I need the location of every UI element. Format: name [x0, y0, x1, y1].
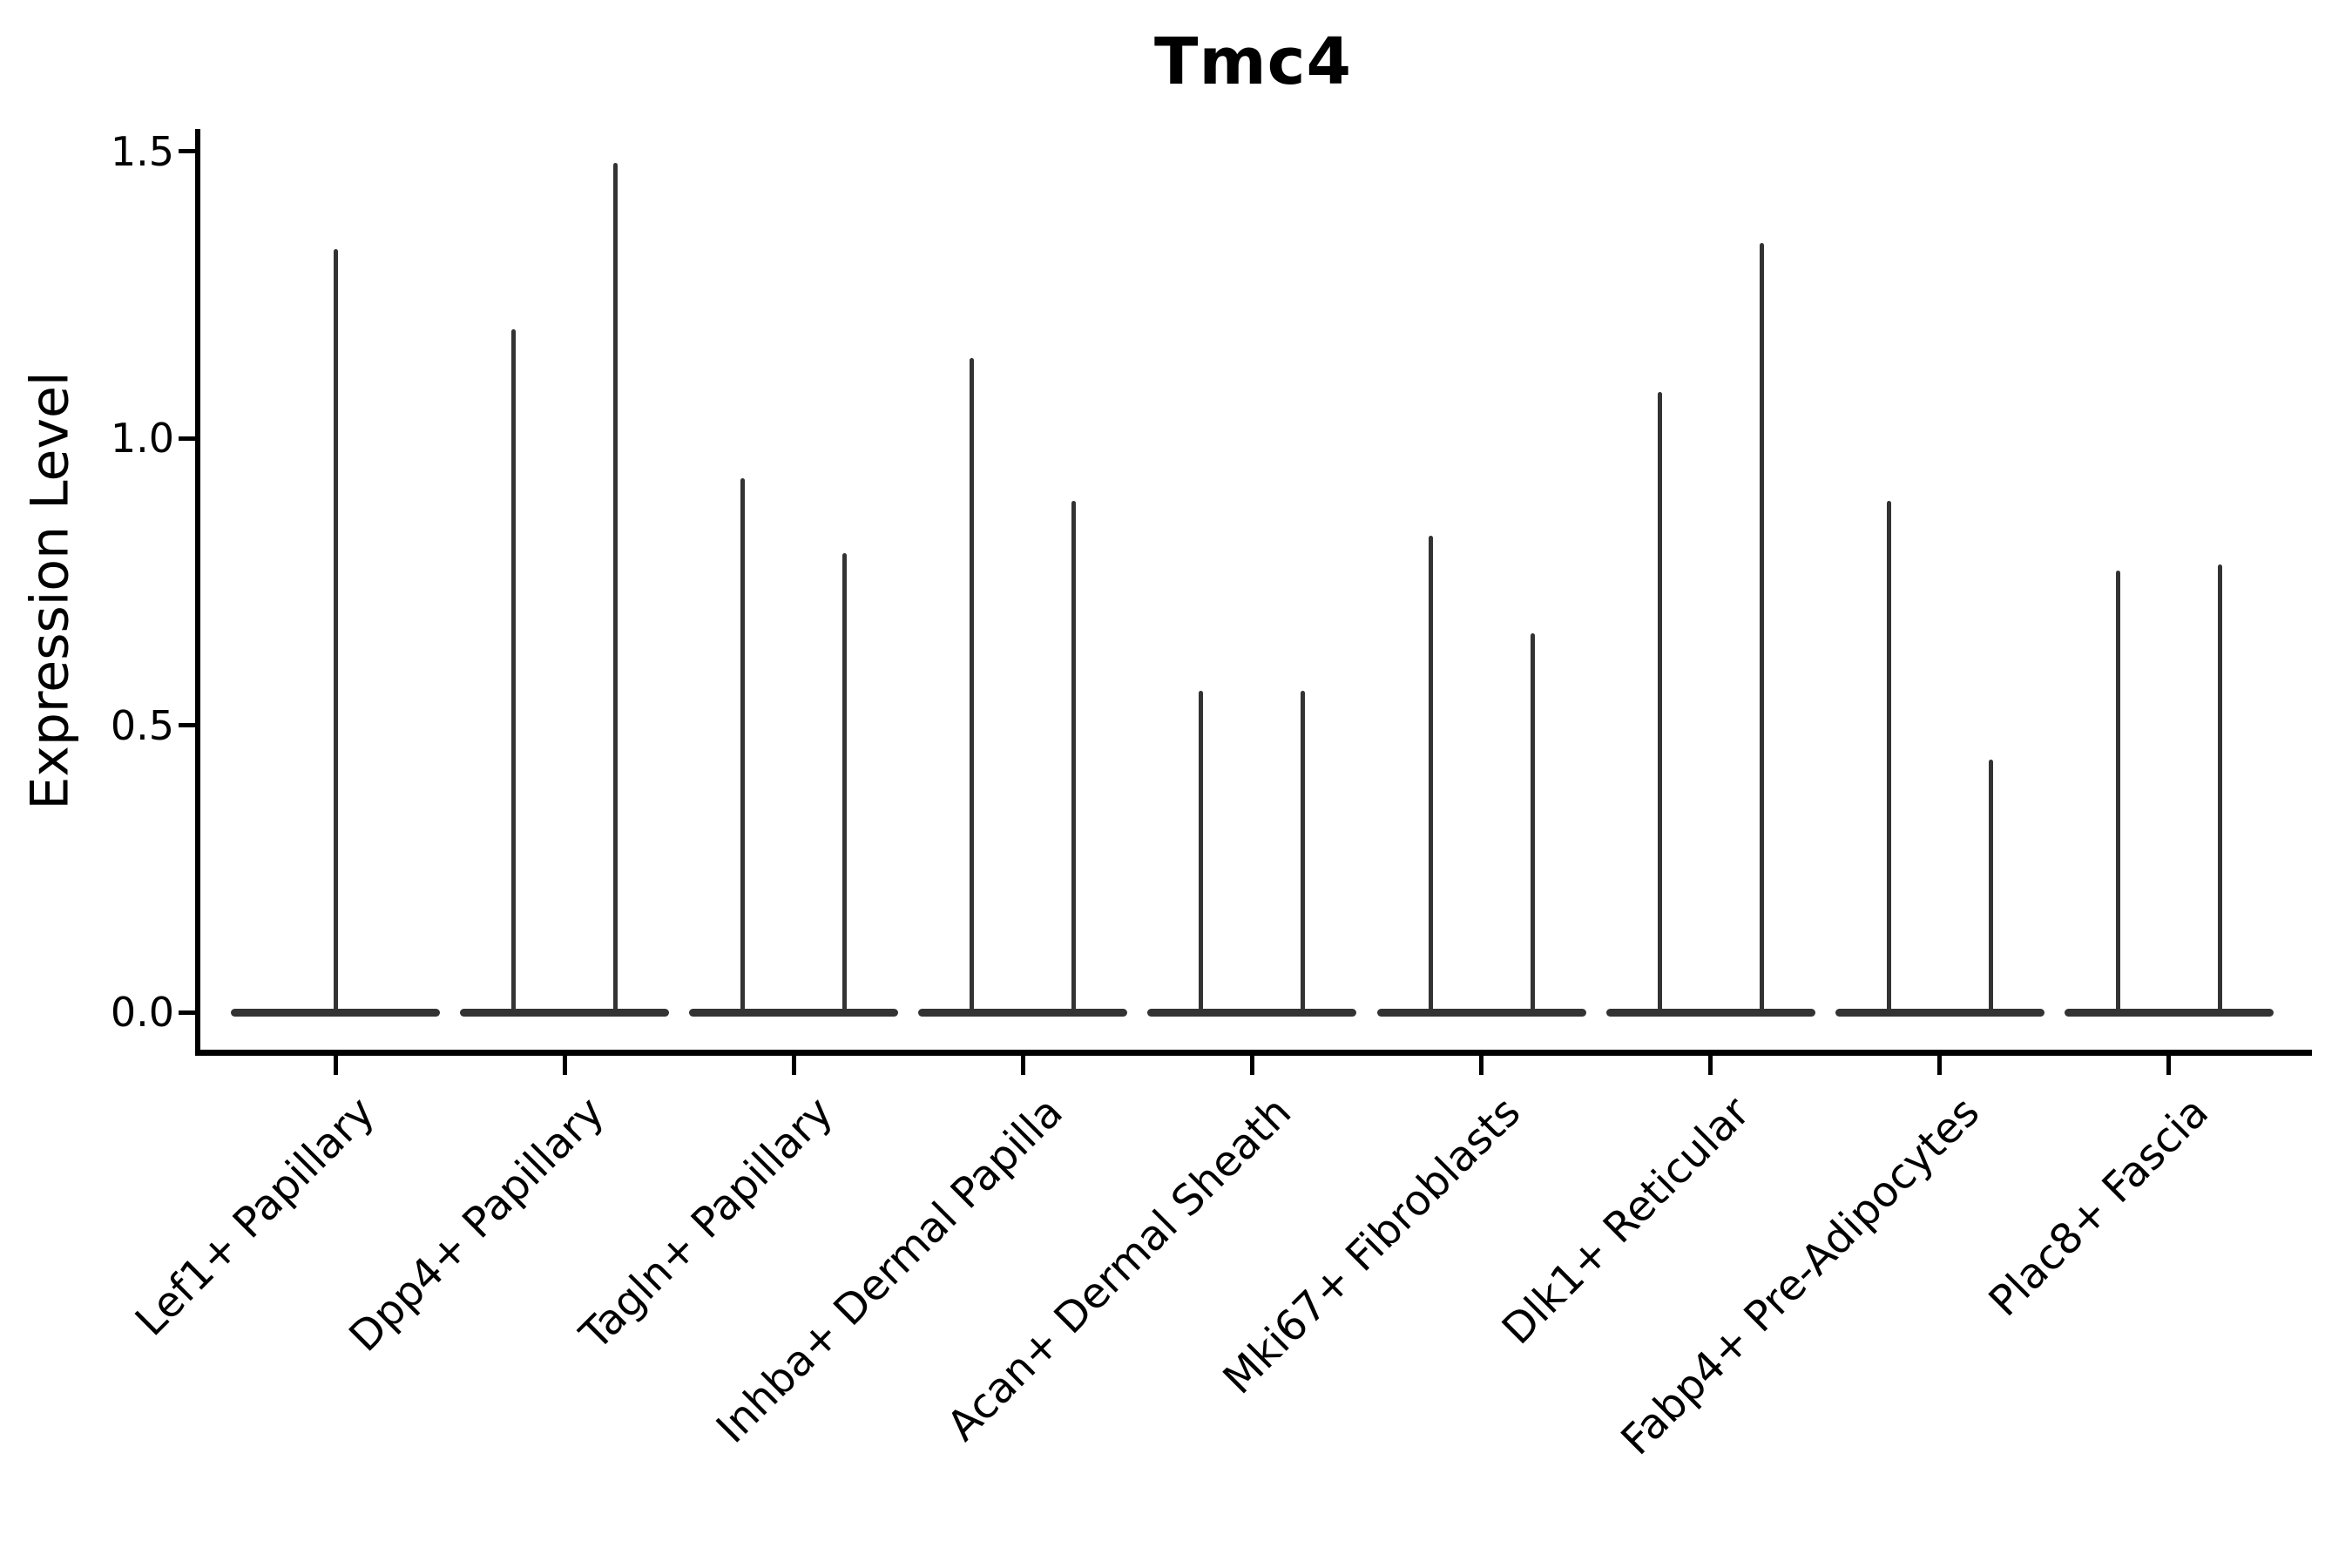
x-tick-label: Plac8+ Fascia: [1979, 1087, 2218, 1327]
violin-spike: [1071, 501, 1077, 1012]
violin-spike: [740, 478, 746, 1012]
violin-spike: [970, 357, 975, 1012]
y-tick: [179, 149, 196, 153]
violin-spike: [1199, 690, 1204, 1012]
x-tick: [1937, 1056, 1943, 1075]
violin-base: [231, 1008, 440, 1017]
violin-spike: [2217, 564, 2222, 1012]
violin-base: [1605, 1008, 1815, 1017]
x-tick-label: Dlk1+ Reticular: [1493, 1087, 1760, 1355]
y-tick: [179, 436, 196, 441]
violin-spike: [1301, 690, 1306, 1012]
x-tick-label: Tagln+ Papillary: [571, 1087, 843, 1360]
violin-spike: [1428, 536, 1433, 1012]
y-tick-label: 0.5: [110, 701, 174, 749]
y-tick: [179, 1010, 196, 1015]
y-tick-label: 0.0: [110, 989, 174, 1036]
violin-base: [460, 1008, 670, 1017]
violin-base: [1835, 1008, 2044, 1017]
violin-spike: [1886, 501, 1891, 1012]
x-tick: [1708, 1056, 1713, 1075]
violin-spike: [842, 552, 848, 1012]
chart-title: Tmc4: [1154, 24, 1352, 99]
y-tick-label: 1.5: [110, 127, 174, 175]
violin-spike: [2115, 570, 2120, 1012]
violin-spike: [613, 162, 618, 1012]
violin-base: [918, 1008, 1128, 1017]
x-tick: [562, 1056, 567, 1075]
violin-spike: [333, 248, 338, 1012]
violin-base: [689, 1008, 899, 1017]
x-tick-label: Dpp4+ Papillary: [340, 1087, 614, 1362]
x-axis-line: [195, 1050, 2312, 1056]
x-tick: [2166, 1056, 2172, 1075]
violin-spike: [1657, 392, 1662, 1012]
x-tick: [1020, 1056, 1025, 1075]
y-axis-label: Expression Level: [16, 129, 85, 1052]
violin-base: [2064, 1008, 2274, 1017]
x-tick-label: Lef1+ Papillary: [126, 1087, 385, 1346]
y-tick: [179, 723, 196, 727]
y-tick-label: 1.0: [110, 415, 174, 462]
violin-spike: [511, 328, 517, 1012]
x-tick: [791, 1056, 796, 1075]
violin-base: [1147, 1008, 1357, 1017]
x-tick: [1249, 1056, 1254, 1075]
x-tick: [1479, 1056, 1484, 1075]
violin-spike: [1759, 242, 1764, 1012]
y-axis-line: [195, 129, 200, 1055]
violin-spike: [1530, 633, 1535, 1012]
x-tick: [333, 1056, 338, 1075]
violin-base: [1376, 1008, 1586, 1017]
violin-spike: [1988, 760, 1993, 1012]
